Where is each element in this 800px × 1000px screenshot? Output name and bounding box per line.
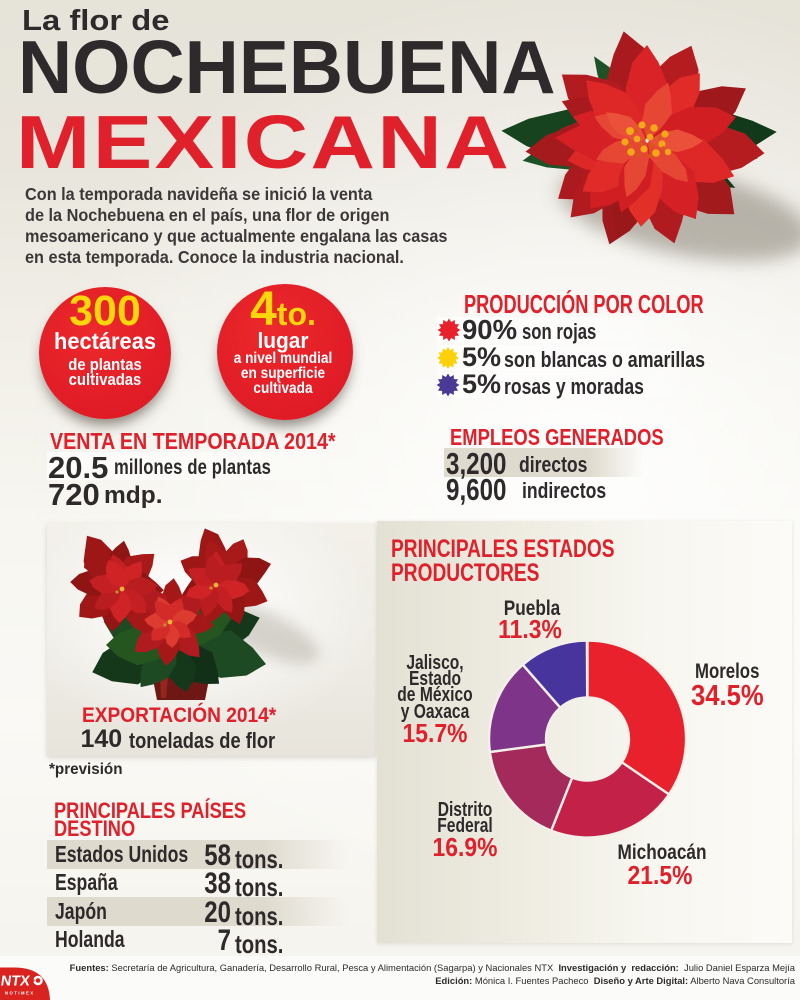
svg-text:NOTIMEX: NOTIMEX [5, 991, 35, 996]
svg-text:NTX: NTX [0, 974, 31, 990]
